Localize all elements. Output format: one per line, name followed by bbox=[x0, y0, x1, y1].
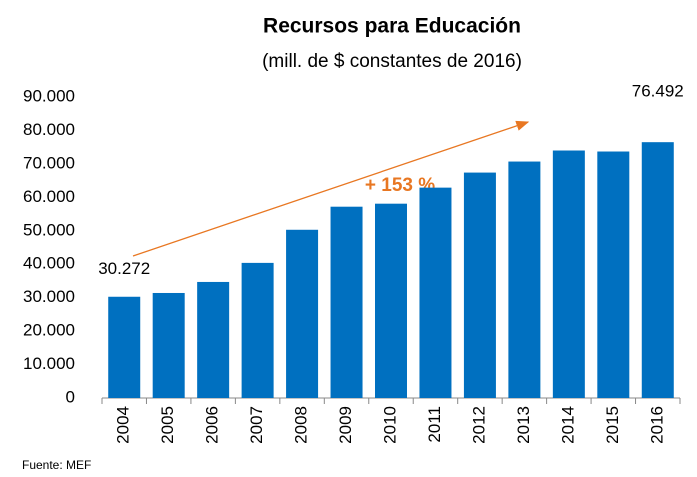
bar bbox=[108, 296, 141, 398]
trend-arrow bbox=[132, 120, 530, 257]
x-tick-label: 2009 bbox=[336, 406, 355, 444]
x-tick-label: 2007 bbox=[247, 406, 266, 444]
bar bbox=[152, 292, 185, 398]
x-tick-label: 2010 bbox=[380, 406, 399, 444]
y-tick-label: 0 bbox=[66, 387, 75, 406]
y-tick-label: 70.000 bbox=[23, 153, 75, 172]
y-tick-label: 90.000 bbox=[23, 86, 75, 105]
x-tick-label: 2004 bbox=[114, 406, 133, 444]
x-tick-label: 2013 bbox=[514, 406, 533, 444]
source-note: Fuente: MEF bbox=[22, 458, 91, 472]
bar bbox=[330, 206, 363, 398]
chart-subtitle: (mill. de $ constantes de 2016) bbox=[262, 51, 522, 72]
x-tick-label: 2008 bbox=[292, 406, 311, 444]
bar bbox=[419, 187, 452, 398]
x-tick-label: 2012 bbox=[469, 406, 488, 444]
bar bbox=[197, 281, 230, 398]
x-tick-label: 2011 bbox=[425, 406, 444, 443]
chart-title: Recursos para Educación bbox=[263, 15, 521, 38]
bar bbox=[286, 229, 319, 398]
bar bbox=[641, 142, 674, 398]
x-tick-label: 2006 bbox=[203, 406, 222, 444]
bar bbox=[508, 161, 541, 398]
y-tick-label: 30.000 bbox=[23, 287, 75, 306]
bar bbox=[597, 151, 630, 398]
x-tick-label: 2015 bbox=[603, 406, 622, 444]
y-tick-label: 80.000 bbox=[23, 120, 75, 139]
y-tick-label: 20.000 bbox=[23, 321, 75, 340]
y-tick-label: 50.000 bbox=[23, 220, 75, 239]
x-tick-label: 2016 bbox=[647, 406, 666, 444]
x-tick-label: 2014 bbox=[558, 406, 577, 444]
value-label: 30.272 bbox=[98, 259, 150, 278]
y-tick-label: 10.000 bbox=[23, 354, 75, 373]
bar bbox=[241, 262, 274, 398]
bar bbox=[463, 172, 496, 398]
bar bbox=[375, 203, 407, 398]
y-tick-label: 40.000 bbox=[23, 254, 75, 273]
y-tick-label: 60.000 bbox=[23, 187, 75, 206]
value-label: 76.492 bbox=[632, 82, 684, 101]
annotation: + 153 % bbox=[365, 175, 435, 196]
x-tick-label: 2005 bbox=[158, 406, 177, 444]
bar bbox=[552, 150, 585, 398]
